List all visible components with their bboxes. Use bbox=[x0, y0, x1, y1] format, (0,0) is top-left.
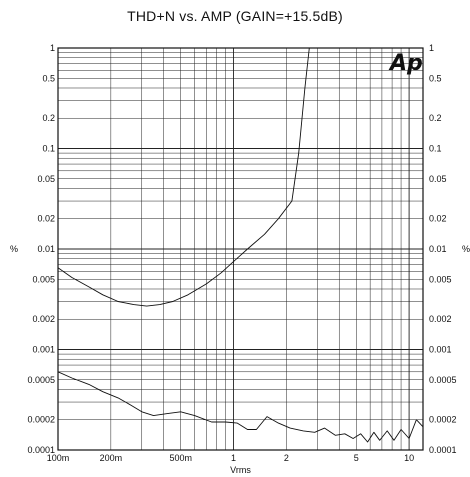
grid-lines bbox=[57, 47, 423, 451]
y-tick-label-left: 0.0001 bbox=[27, 445, 55, 455]
y-tick-label-right: 0.005 bbox=[429, 274, 452, 284]
plot-frame bbox=[57, 47, 424, 451]
y-tick-label-right: 0.5 bbox=[429, 73, 442, 83]
y-tick-label-left: 0.5 bbox=[42, 73, 55, 83]
y-tick-label-left: 0.001 bbox=[32, 345, 55, 355]
y-tick-label-left: 0.02 bbox=[37, 214, 55, 224]
y-tick-label-right: 0.05 bbox=[429, 174, 447, 184]
x-tick-label: 100m bbox=[47, 453, 70, 463]
x-tick-label: 5 bbox=[354, 453, 359, 463]
x-tick-label: 2 bbox=[284, 453, 289, 463]
y-tick-label-left: 0.005 bbox=[32, 274, 55, 284]
x-axis-label: Vrms bbox=[230, 465, 251, 475]
y-tick-label-right: 1 bbox=[429, 43, 434, 53]
x-tick-label: 200m bbox=[100, 453, 123, 463]
y-tick-label-left: 0.0005 bbox=[27, 375, 55, 385]
y-tick-label-right: 0.0005 bbox=[429, 375, 457, 385]
y-axis-label-left: % bbox=[10, 244, 18, 254]
y-tick-label-right: 0.0001 bbox=[429, 445, 457, 455]
y-tick-label-left: 0.2 bbox=[42, 113, 55, 123]
y-tick-label-right: 0.002 bbox=[429, 314, 452, 324]
y-tick-label-left: 0.05 bbox=[37, 174, 55, 184]
y-tick-label-left: 1 bbox=[50, 43, 55, 53]
y-tick-label-right: 0.0002 bbox=[429, 415, 457, 425]
ap-logo: Ap bbox=[388, 51, 423, 76]
y-tick-label-right: 0.01 bbox=[429, 244, 447, 254]
chart-title: THD+N vs. AMP (GAIN=+15.5dB) bbox=[127, 8, 343, 24]
y-tick-label-left: 0.002 bbox=[32, 314, 55, 324]
y-axis-label-right: % bbox=[462, 244, 470, 254]
x-tick-label: 500m bbox=[169, 453, 192, 463]
tick-labels: 1 1 0.5 0.5 0.2 0.2 0.1 0.1 0.05 0.05 0.02 0.02 0.01… bbox=[27, 43, 456, 463]
y-tick-label-right: 0.2 bbox=[429, 113, 442, 123]
series-line-1 bbox=[57, 47, 310, 307]
y-tick-label-right: 0.001 bbox=[429, 345, 452, 355]
y-tick-label-right: 0.1 bbox=[429, 144, 442, 154]
x-tick-label: 10 bbox=[404, 453, 414, 463]
data-curves bbox=[57, 47, 424, 443]
y-tick-label-left: 0.0002 bbox=[27, 415, 55, 425]
y-tick-label-right: 0.02 bbox=[429, 214, 447, 224]
y-tick-label-left: 0.01 bbox=[37, 244, 55, 254]
series-line-2 bbox=[57, 371, 424, 443]
x-tick-label: 1 bbox=[231, 453, 236, 463]
y-tick-label-left: 0.1 bbox=[42, 144, 55, 154]
